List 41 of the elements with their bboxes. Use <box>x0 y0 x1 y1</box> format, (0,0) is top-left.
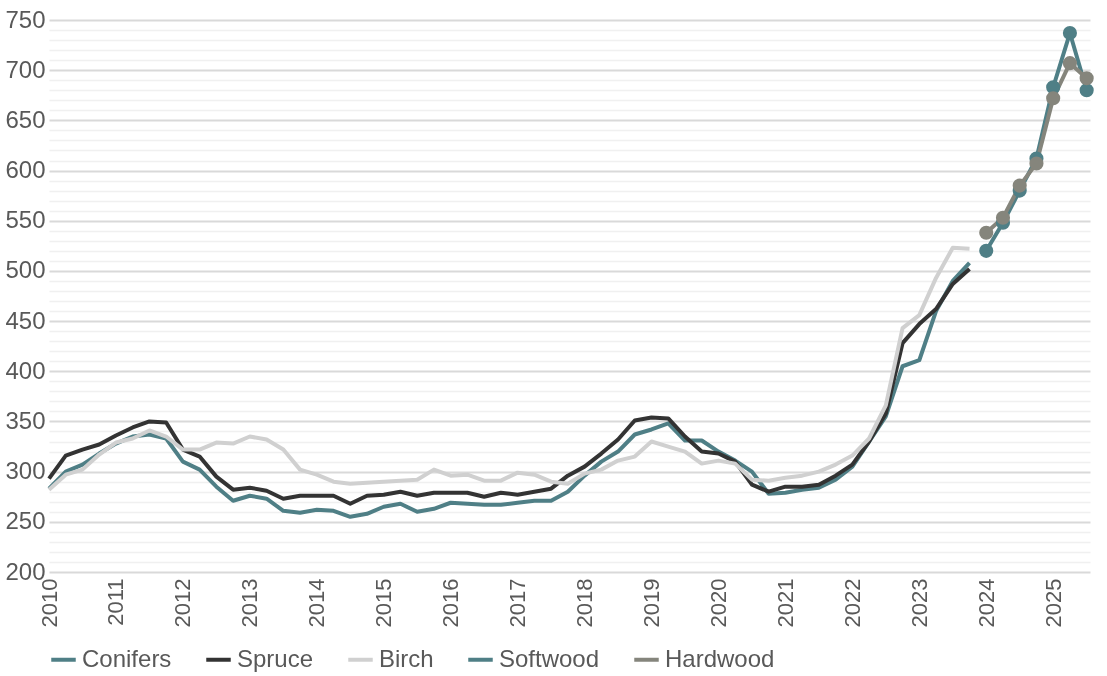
x-tick-label: 2013 <box>237 578 263 628</box>
legend-label: Spruce <box>237 644 314 672</box>
x-tick-label: 2016 <box>438 578 464 628</box>
y-tick-label: 750 <box>5 5 46 33</box>
x-tick-label: 2018 <box>572 578 598 628</box>
x-tick-label: 2011 <box>103 578 129 626</box>
y-tick-label: 550 <box>5 206 46 234</box>
point <box>995 210 1011 225</box>
y-tick-label: 400 <box>5 356 46 384</box>
x-tick-label: 2014 <box>304 578 330 628</box>
y-tick-label: 600 <box>5 156 46 184</box>
y-tick-label: 250 <box>5 507 46 535</box>
x-tick-label: 2025 <box>1040 578 1066 628</box>
point <box>1062 56 1077 71</box>
point <box>979 243 994 258</box>
x-tick-label: 2012 <box>170 578 196 628</box>
point <box>979 225 994 240</box>
legend-label: Softwood <box>499 644 600 672</box>
x-tick-label: 2017 <box>505 578 531 628</box>
legend-label: Conifers <box>82 644 172 672</box>
point <box>1012 178 1027 193</box>
x-tick-label: 2019 <box>639 578 665 628</box>
point <box>1079 71 1094 86</box>
y-tick-label: 700 <box>5 55 46 83</box>
point <box>1029 156 1044 171</box>
y-tick-label: 500 <box>5 256 46 284</box>
legend-label: Birch <box>379 644 434 672</box>
x-tick-label: 2015 <box>371 578 397 628</box>
y-tick-label: 650 <box>5 105 46 133</box>
y-tick-label: 300 <box>5 457 46 485</box>
x-tick-label: 2023 <box>906 578 932 628</box>
x-tick-label: 2022 <box>839 578 865 628</box>
point <box>1079 83 1094 98</box>
x-tick-label: 2024 <box>973 578 999 628</box>
x-tick-label: 2021 <box>772 578 798 628</box>
x-tick-label: 2020 <box>705 578 731 628</box>
point <box>1062 25 1077 41</box>
y-tick-label: 450 <box>5 306 46 334</box>
legend-label: Hardwood <box>665 644 775 672</box>
y-tick-label: 350 <box>5 406 46 434</box>
point <box>1046 91 1061 106</box>
